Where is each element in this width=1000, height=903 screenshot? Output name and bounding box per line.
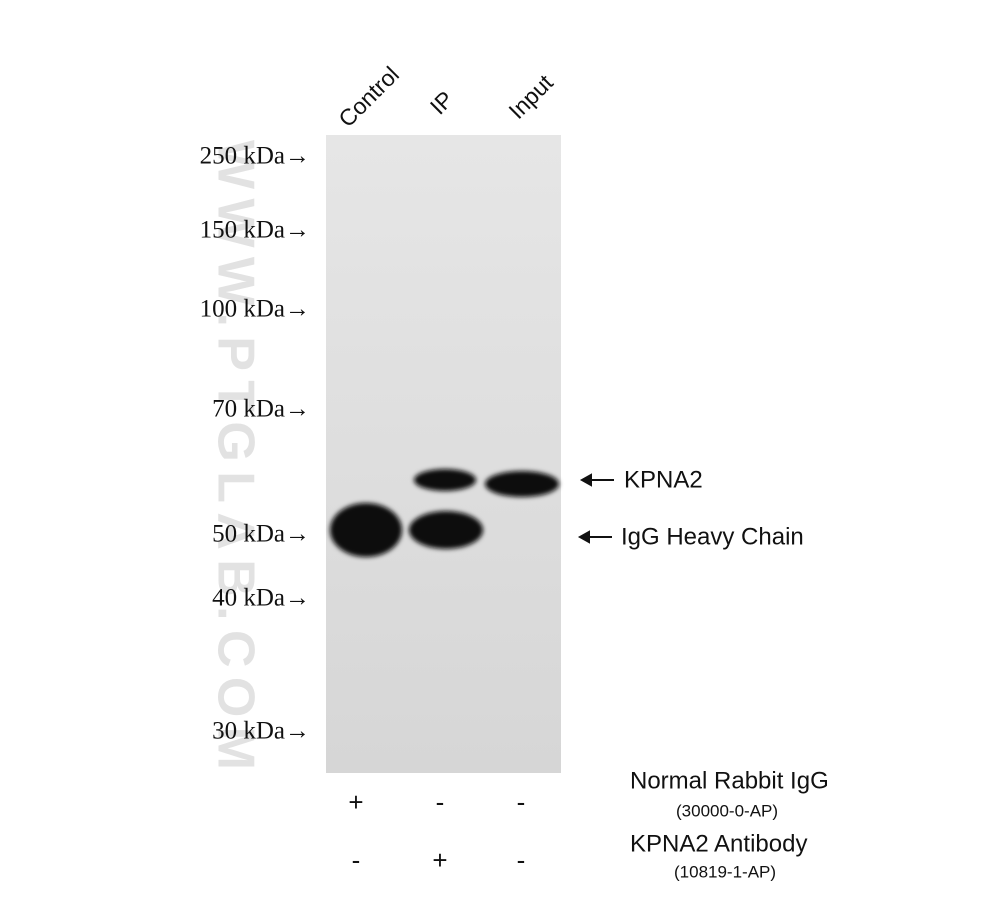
band-arrows bbox=[577, 473, 614, 544]
band-label: IgG Heavy Chain bbox=[621, 523, 804, 550]
arrowhead bbox=[579, 473, 592, 487]
treatment-sign: - bbox=[517, 787, 526, 817]
treatment-name: KPNA2 Antibody bbox=[630, 830, 807, 857]
marker-label: 30 kDa→ bbox=[212, 718, 310, 745]
blot-membrane bbox=[326, 135, 561, 773]
marker-label: 100 kDa→ bbox=[200, 296, 310, 323]
treatment-sign: - bbox=[517, 845, 526, 875]
bands bbox=[330, 469, 559, 557]
marker-label: 70 kDa→ bbox=[212, 396, 310, 423]
treatment-catalog: (10819-1-AP) bbox=[674, 862, 776, 881]
treatment-catalog: (30000-0-AP) bbox=[676, 801, 778, 820]
marker-label: 150 kDa→ bbox=[200, 217, 310, 244]
treatment-sign: + bbox=[432, 845, 447, 875]
watermark: WWW.PTGLAB.COM bbox=[206, 140, 264, 770]
treatment-sign: - bbox=[436, 787, 445, 817]
band bbox=[409, 511, 483, 549]
marker-label: 40 kDa→ bbox=[212, 585, 310, 612]
treatment-sign: + bbox=[348, 787, 363, 817]
band bbox=[330, 503, 402, 557]
treatment-name: Normal Rabbit IgG bbox=[630, 767, 829, 794]
treatment-sign: - bbox=[352, 845, 361, 875]
arrowhead bbox=[577, 530, 590, 544]
marker-label: 250 kDa→ bbox=[200, 143, 310, 170]
band-label: KPNA2 bbox=[624, 466, 703, 493]
band bbox=[414, 469, 476, 491]
band bbox=[485, 471, 559, 497]
marker-label: 50 kDa→ bbox=[212, 521, 310, 548]
